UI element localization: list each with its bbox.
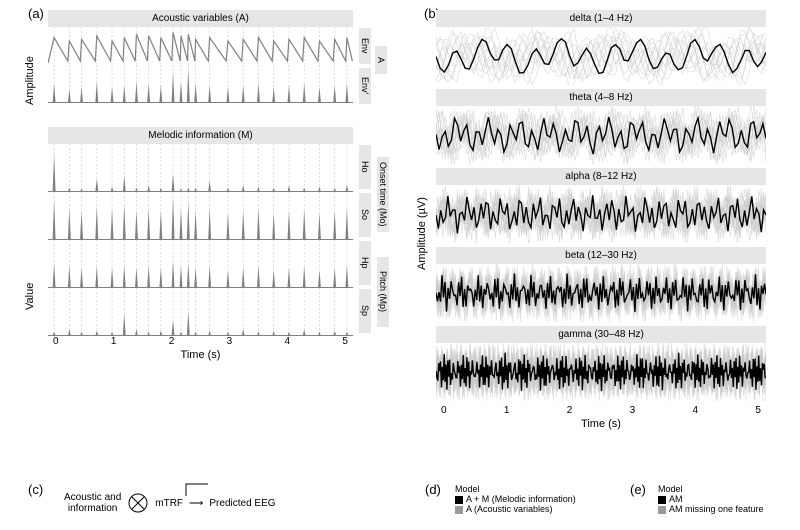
hp-side-label: Hp [359, 241, 371, 285]
legend-e: Model AM AM missing one feature [658, 484, 764, 514]
onset-group-label: Onset time (Mo) [377, 157, 389, 232]
panel-e-label: (e) [630, 482, 646, 497]
bottom-row: (c) Acoustic and information mTRF ⟶ Pred… [30, 482, 770, 530]
legend-e-text1: AM [669, 494, 683, 504]
flow-text-2: information [64, 503, 121, 514]
melodic-title: Melodic information (M) [48, 127, 353, 144]
right-x-axis-label: Time (s) [436, 418, 766, 430]
ho-chart [48, 144, 353, 192]
so-chart [48, 192, 353, 240]
legend-d-text2: A (Acoustic variables) [466, 504, 553, 514]
delta-chart [436, 27, 766, 85]
convolution-icon [127, 492, 149, 514]
delta-panel: delta (1–4 Hz) [436, 10, 766, 85]
so-side-label: So [359, 193, 371, 237]
legend-d-sq1 [455, 496, 463, 504]
feedback-arrow-icon [184, 482, 208, 500]
ho-side-label: Ho [359, 145, 371, 189]
right-x-ticks: 012345 [436, 405, 766, 416]
legend-e-text2: AM missing one feature [669, 504, 764, 514]
model-heading-e: Model [658, 484, 764, 494]
theta-chart [436, 106, 766, 164]
left-x-axis-label: Time (s) [48, 349, 353, 361]
alpha-title: alpha (8–12 Hz) [436, 168, 766, 185]
acoustic-title: Acoustic variables (A) [48, 10, 353, 27]
flow-diagram: Acoustic and information mTRF ⟶ Predicte… [64, 492, 276, 514]
flow-text-1: Acoustic and [64, 492, 121, 503]
env-side-label: Env [359, 28, 371, 64]
left-column: Amplitude Acoustic variables (A) Env Env… [30, 10, 400, 361]
sp-side-label: Sp [359, 289, 371, 333]
legend-d: Model A + M (Melodic information) A (Aco… [455, 484, 576, 514]
panel-c-label: (c) [28, 482, 43, 497]
amplitude-uv-label: Amplitude (µV) [416, 197, 428, 270]
beta-chart [436, 264, 766, 322]
beta-panel: beta (12–30 Hz) [436, 247, 766, 322]
mtrf-label: mTRF [155, 498, 183, 509]
delta-title: delta (1–4 Hz) [436, 10, 766, 27]
gamma-chart [436, 343, 766, 401]
hp-chart [48, 240, 353, 288]
legend-e-sq2 [658, 506, 666, 514]
left-x-ticks: 012345 [48, 336, 353, 347]
melodic-block: Melodic information (M) Ho So Hp Sp Onse… [48, 127, 353, 361]
theta-title: theta (4–8 Hz) [436, 89, 766, 106]
sp-chart [48, 288, 353, 336]
pitch-group-label: Pitch (Mp) [377, 257, 389, 327]
alpha-panel: alpha (8–12 Hz) [436, 168, 766, 243]
env-chart [48, 27, 353, 65]
predicted-label: Predicted EEG [209, 498, 275, 509]
amplitude-axis-label: Amplitude [24, 56, 36, 105]
envp-chart [48, 65, 353, 103]
envp-side-label: Env' [359, 68, 371, 104]
alpha-chart [436, 185, 766, 243]
theta-panel: theta (4–8 Hz) [436, 89, 766, 164]
legend-d-sq2 [455, 506, 463, 514]
eeg-block: delta (1–4 Hz) theta (4–8 Hz) alpha (8–12 … [436, 10, 766, 430]
legend-d-text1: A + M (Melodic information) [466, 494, 576, 504]
gamma-panel: gamma (30–48 Hz) [436, 326, 766, 401]
right-column: Amplitude (µV) delta (1–4 Hz)theta (4–8 … [428, 10, 778, 430]
value-axis-label: Value [24, 283, 36, 310]
panel-d-label: (d) [425, 482, 441, 497]
legend-e-sq1 [658, 496, 666, 504]
acoustic-block: Acoustic variables (A) Env Env' A [48, 10, 353, 103]
a-group-label: A [375, 46, 387, 74]
beta-title: beta (12–30 Hz) [436, 247, 766, 264]
model-heading-d: Model [455, 484, 576, 494]
gamma-title: gamma (30–48 Hz) [436, 326, 766, 343]
